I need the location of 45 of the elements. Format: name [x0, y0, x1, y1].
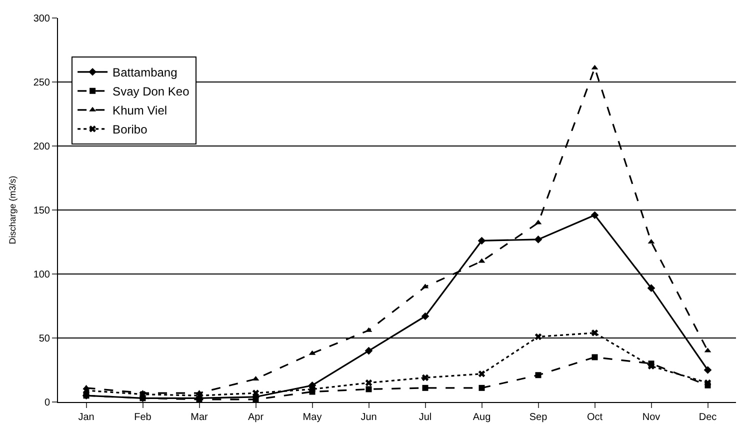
y-axis-title: Discharge (m3/s): [8, 176, 18, 244]
y-tick-label: 100: [33, 270, 50, 280]
x-tick-label: Apr: [248, 412, 264, 423]
y-tick-label: 300: [33, 14, 50, 24]
point: [478, 236, 486, 245]
point: [478, 370, 486, 378]
y-tick-label: 200: [33, 142, 50, 152]
x-tick-label: Aug: [472, 412, 491, 423]
y-tick-label: 50: [38, 334, 50, 344]
point: [478, 384, 485, 391]
legend-label: Khum Viel: [112, 104, 168, 118]
point: [366, 386, 372, 392]
point: [535, 372, 542, 378]
point: [704, 379, 712, 386]
point: [534, 236, 542, 244]
point: [647, 284, 656, 292]
legend-label: Battambang: [112, 66, 178, 80]
point: [590, 211, 599, 220]
x-tick-label: Jun: [360, 412, 377, 423]
y-tick-label: 0: [44, 398, 50, 408]
x-tick-label: Sep: [529, 412, 548, 423]
point: [139, 390, 146, 398]
point: [365, 379, 372, 386]
point: [364, 346, 373, 355]
x-tick-label: Jul: [418, 412, 432, 423]
point: [422, 384, 428, 391]
point: [422, 374, 429, 382]
point: [648, 362, 655, 370]
legend-label: Svay Don Keo: [112, 84, 190, 99]
x-tick-label: Feb: [134, 412, 152, 423]
point: [421, 312, 430, 320]
legend-label: Boribo: [112, 122, 148, 137]
point: [591, 329, 598, 336]
y-tick-label: 150: [33, 206, 50, 216]
point: [83, 392, 90, 399]
x-tick-label: Mar: [190, 412, 209, 423]
x-tick-label: Dec: [698, 412, 717, 423]
point: [704, 366, 712, 374]
point: [534, 333, 542, 340]
y-tick-label: 250: [33, 78, 50, 88]
x-tick-label: Jan: [78, 412, 94, 423]
x-tick-label: Oct: [586, 412, 603, 423]
x-tick-label: Nov: [642, 412, 660, 423]
x-tick-label: May: [302, 412, 322, 423]
point: [592, 354, 598, 360]
